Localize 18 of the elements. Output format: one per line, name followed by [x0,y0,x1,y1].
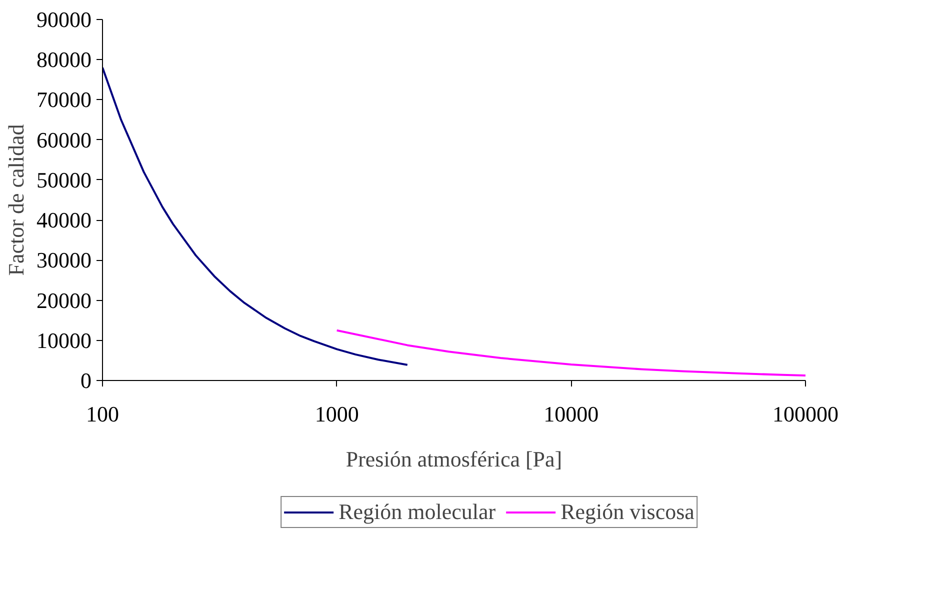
y-tick-label: 60000 [36,127,92,152]
x-tick-label: 100000 [772,402,838,426]
y-tick-label: 80000 [36,47,92,72]
y-tick-label: 40000 [36,208,92,233]
legend-label: Región molecular [338,498,496,524]
legend-label: Región viscosa [560,498,694,524]
x-tick-label: 10000 [544,402,599,426]
x-tick-label: 100 [86,402,119,426]
y-tick-label: 70000 [36,87,92,112]
y-tick-label: 10000 [36,328,92,353]
x-axis-title: Presión atmosférica [Pa] [346,446,562,472]
y-tick-label: 90000 [36,7,92,32]
x-tick-label: 1000 [314,402,359,426]
y-tick-label: 20000 [36,288,92,313]
y-axis-title: Factor de calidad [4,124,28,276]
y-tick-label: 30000 [36,248,92,273]
y-tick-label: 0 [80,368,92,393]
y-tick-label: 50000 [36,167,92,192]
